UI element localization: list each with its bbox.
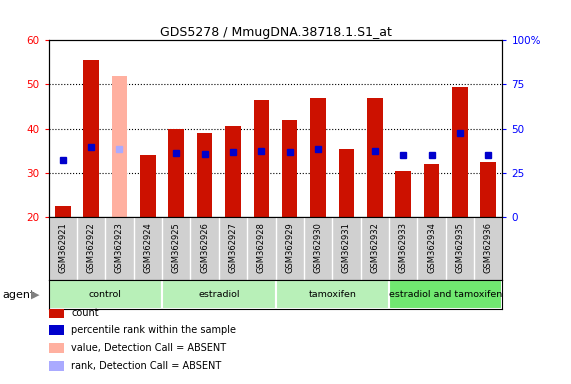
Title: GDS5278 / MmugDNA.38718.1.S1_at: GDS5278 / MmugDNA.38718.1.S1_at <box>159 26 392 39</box>
Text: agent: agent <box>3 290 35 300</box>
Text: GSM362935: GSM362935 <box>456 222 464 273</box>
Bar <box>140 155 156 217</box>
Bar <box>197 133 212 217</box>
Bar <box>49 280 162 309</box>
Bar <box>162 280 275 309</box>
Text: GSM362936: GSM362936 <box>484 222 493 273</box>
Bar <box>282 120 297 217</box>
Bar <box>310 98 326 217</box>
Text: GSM362934: GSM362934 <box>427 222 436 273</box>
Bar <box>55 206 71 217</box>
Bar <box>225 126 241 217</box>
Text: GSM362928: GSM362928 <box>257 222 266 273</box>
Text: GSM362927: GSM362927 <box>228 222 238 273</box>
Text: tamoxifen: tamoxifen <box>308 290 356 299</box>
Bar <box>254 100 269 217</box>
Text: GSM362924: GSM362924 <box>143 222 152 273</box>
Bar <box>480 162 496 217</box>
Text: rank, Detection Call = ABSENT: rank, Detection Call = ABSENT <box>71 361 222 371</box>
Text: GSM362921: GSM362921 <box>58 222 67 273</box>
Bar <box>395 170 411 217</box>
Text: GSM362933: GSM362933 <box>399 222 408 273</box>
Bar <box>424 164 439 217</box>
Text: count: count <box>71 308 99 318</box>
Bar <box>112 76 127 217</box>
Bar <box>452 87 468 217</box>
Text: control: control <box>89 290 122 299</box>
Text: percentile rank within the sample: percentile rank within the sample <box>71 325 236 336</box>
Text: GSM362930: GSM362930 <box>313 222 323 273</box>
Text: ▶: ▶ <box>31 290 40 300</box>
Bar <box>49 361 65 371</box>
Text: GSM362931: GSM362931 <box>342 222 351 273</box>
Text: GSM362922: GSM362922 <box>87 222 95 273</box>
Bar <box>275 280 389 309</box>
Text: GSM362932: GSM362932 <box>371 222 379 273</box>
Bar <box>83 60 99 217</box>
Bar <box>168 129 184 217</box>
Bar <box>389 280 502 309</box>
Bar <box>367 98 383 217</box>
Text: GSM362925: GSM362925 <box>172 222 180 273</box>
Bar <box>49 343 65 353</box>
Bar <box>49 326 65 335</box>
Bar <box>339 149 354 217</box>
Text: estradiol and tamoxifen: estradiol and tamoxifen <box>389 290 502 299</box>
Bar <box>49 308 65 318</box>
Text: GSM362923: GSM362923 <box>115 222 124 273</box>
Text: GSM362926: GSM362926 <box>200 222 209 273</box>
Text: value, Detection Call = ABSENT: value, Detection Call = ABSENT <box>71 343 226 353</box>
Text: GSM362929: GSM362929 <box>285 222 294 273</box>
Text: estradiol: estradiol <box>198 290 239 299</box>
